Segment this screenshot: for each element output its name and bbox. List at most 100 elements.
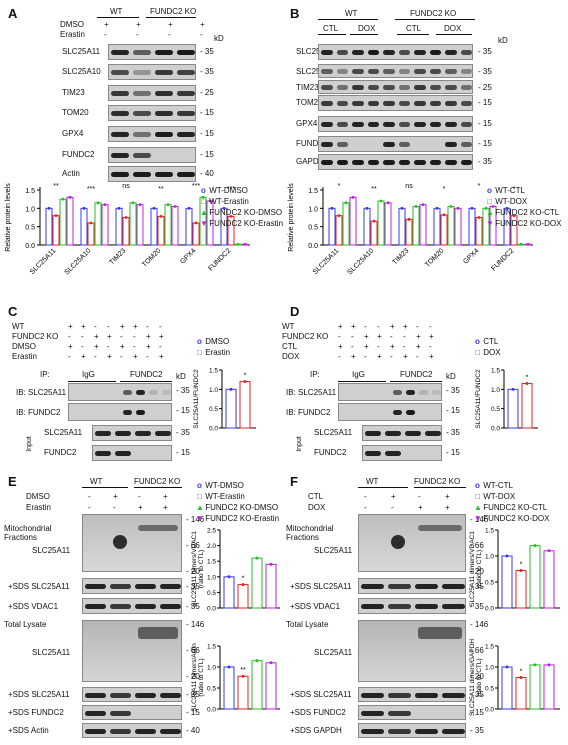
blot-row-label: SLC25A11 <box>32 546 71 555</box>
legend-item: o WT-CTL <box>486 186 525 196</box>
ip-antibody-label: FUNDC2 <box>130 370 163 379</box>
bar-chart-c: 0.0 0.5 1.0 1.5 SLC25A11/FUNDC2 * <box>193 368 256 433</box>
protein-band <box>460 50 472 55</box>
protein-band <box>177 111 195 116</box>
y-tick-label: 1.0 <box>491 387 500 394</box>
y-tick-label: 0.0 <box>485 606 494 613</box>
mw-marker: - 35 <box>200 47 214 56</box>
protein-band <box>336 101 348 106</box>
y-tick-label: 2.5 <box>207 528 216 535</box>
sign: - <box>168 30 171 39</box>
sign: + <box>136 20 141 29</box>
data-point <box>255 556 259 560</box>
group-wt-label: WT <box>366 477 379 486</box>
sign: + <box>81 352 86 361</box>
x-tick-label: TIM23 <box>108 247 127 266</box>
mw-marker: - 66 <box>186 541 200 550</box>
data-point <box>243 380 247 384</box>
x-tick-label: TOM20 <box>424 247 445 268</box>
ib-label: IB: FUNDC2 <box>16 408 61 417</box>
panel-label-a: A <box>8 6 18 21</box>
protein-band <box>361 584 384 589</box>
protein-band <box>321 50 333 55</box>
protein-band <box>414 122 426 127</box>
protein-band <box>321 142 333 147</box>
protein-band <box>460 85 472 90</box>
protein-band <box>133 153 151 158</box>
protein-band <box>160 692 181 698</box>
sign: - <box>68 332 71 341</box>
x-tick-label: FUNDC2 <box>490 247 515 272</box>
protein-band <box>336 160 348 165</box>
protein-band <box>414 69 426 74</box>
legend-marker: o <box>475 481 480 490</box>
data-point <box>386 201 390 205</box>
protein-band <box>419 390 428 395</box>
sign: - <box>416 352 419 361</box>
bar <box>251 660 263 710</box>
protein-band <box>155 50 173 55</box>
legend-marker: o <box>197 337 202 346</box>
protein-band <box>85 692 106 698</box>
data-point <box>236 242 240 246</box>
legend-item: o DMSO <box>196 337 229 347</box>
protein-band <box>135 604 156 609</box>
y-tick-label: 0.5 <box>491 406 500 413</box>
bar <box>328 207 336 246</box>
protein-band <box>460 160 472 165</box>
bar-chart-b: 0.0 0.5 1.0 1.5 Relative protein levels SLC25… <box>288 183 533 275</box>
blot-row-label: SLC25A11 <box>62 47 101 56</box>
legend-marker: ▲ <box>486 208 494 217</box>
significance-label: * <box>513 186 516 193</box>
protein-band <box>160 584 181 589</box>
bar-chart-e2: 0.0 0.5 1.0 1.5 SLC25A11 dimers/Actin (ratio … <box>191 643 280 714</box>
western-blot-strip <box>108 44 196 60</box>
bar <box>447 206 455 246</box>
group-underline <box>318 34 346 35</box>
y-tick-label: 0.5 <box>308 225 318 232</box>
protein-band <box>177 132 195 137</box>
western-blot-strip <box>68 403 172 421</box>
protein-band <box>113 535 127 549</box>
data-point <box>470 206 474 210</box>
blot-row-label: SLC25A11 <box>296 47 335 56</box>
legend-label: DMSO <box>203 337 230 346</box>
western-blot-strip-smear <box>82 620 182 682</box>
y-axis-label: (ratio to CTL) <box>198 550 205 588</box>
treat-label: DMSO <box>60 20 84 29</box>
legend-marker: o <box>487 186 492 195</box>
sign: - <box>138 492 141 501</box>
western-blot-strip-smear <box>358 514 466 572</box>
western-blot-strip <box>358 578 466 594</box>
y-tick-label: 0.0 <box>485 707 494 714</box>
blot-row-label: FUNDC2 <box>296 139 329 148</box>
data-point <box>533 544 537 548</box>
sign: + <box>377 352 382 361</box>
protein-band <box>367 69 379 74</box>
group-underline <box>97 17 139 18</box>
sign: - <box>88 503 91 512</box>
legend-marker: ▼ <box>474 514 482 523</box>
bar <box>265 662 277 710</box>
sign: + <box>364 332 369 341</box>
mw-marker: - 15 <box>478 98 492 107</box>
significance-label: *** <box>227 186 235 193</box>
sign: - <box>364 352 367 361</box>
western-blot-strip <box>318 136 473 152</box>
legend-label: WT-DOX <box>493 197 528 206</box>
sign: - <box>113 503 116 512</box>
western-blot-strip <box>318 95 473 111</box>
mw-marker: - 35 <box>478 67 492 76</box>
legend-label: WT-Erastin <box>203 492 245 501</box>
mw-marker: - 35 <box>478 157 492 166</box>
x-tick-label: SLC25A10 <box>64 247 93 275</box>
data-point <box>511 387 515 391</box>
y-axis-label: Relative protein levels <box>5 183 12 252</box>
mw-marker: - 146 <box>186 620 205 629</box>
protein-band <box>383 142 395 147</box>
western-blot-strip <box>318 116 473 132</box>
protein-band <box>321 101 333 106</box>
ib-label: IB: SLC25A11 <box>16 388 67 397</box>
bar <box>136 204 144 246</box>
sign: + <box>107 332 112 341</box>
